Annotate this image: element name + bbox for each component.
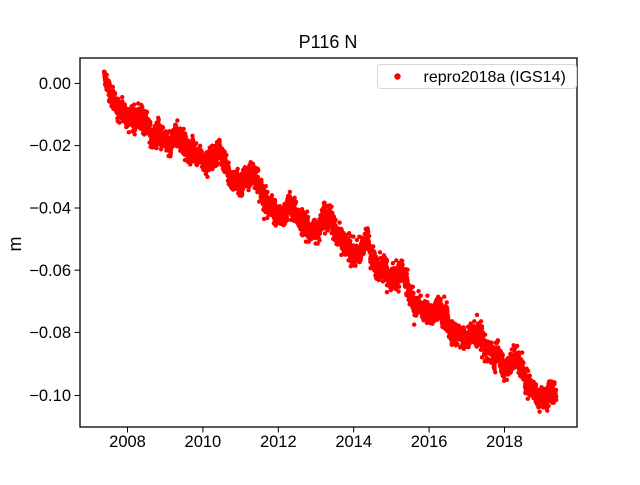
svg-text:−0.08: −0.08 <box>29 324 71 342</box>
svg-text:2014: 2014 <box>335 433 372 451</box>
svg-text:2016: 2016 <box>411 433 448 451</box>
svg-text:m: m <box>5 237 25 252</box>
svg-text:−0.04: −0.04 <box>29 200 71 218</box>
svg-text:−0.06: −0.06 <box>29 262 71 280</box>
svg-text:2008: 2008 <box>109 433 146 451</box>
svg-text:2012: 2012 <box>260 433 297 451</box>
svg-text:2018: 2018 <box>486 433 523 451</box>
svg-text:2010: 2010 <box>185 433 222 451</box>
svg-text:−0.02: −0.02 <box>29 137 71 155</box>
svg-text:repro2018a (IGS14): repro2018a (IGS14) <box>424 69 566 86</box>
svg-text:P116 N: P116 N <box>299 32 358 52</box>
svg-text:−0.10: −0.10 <box>29 387 71 405</box>
svg-text:0.00: 0.00 <box>39 75 71 93</box>
